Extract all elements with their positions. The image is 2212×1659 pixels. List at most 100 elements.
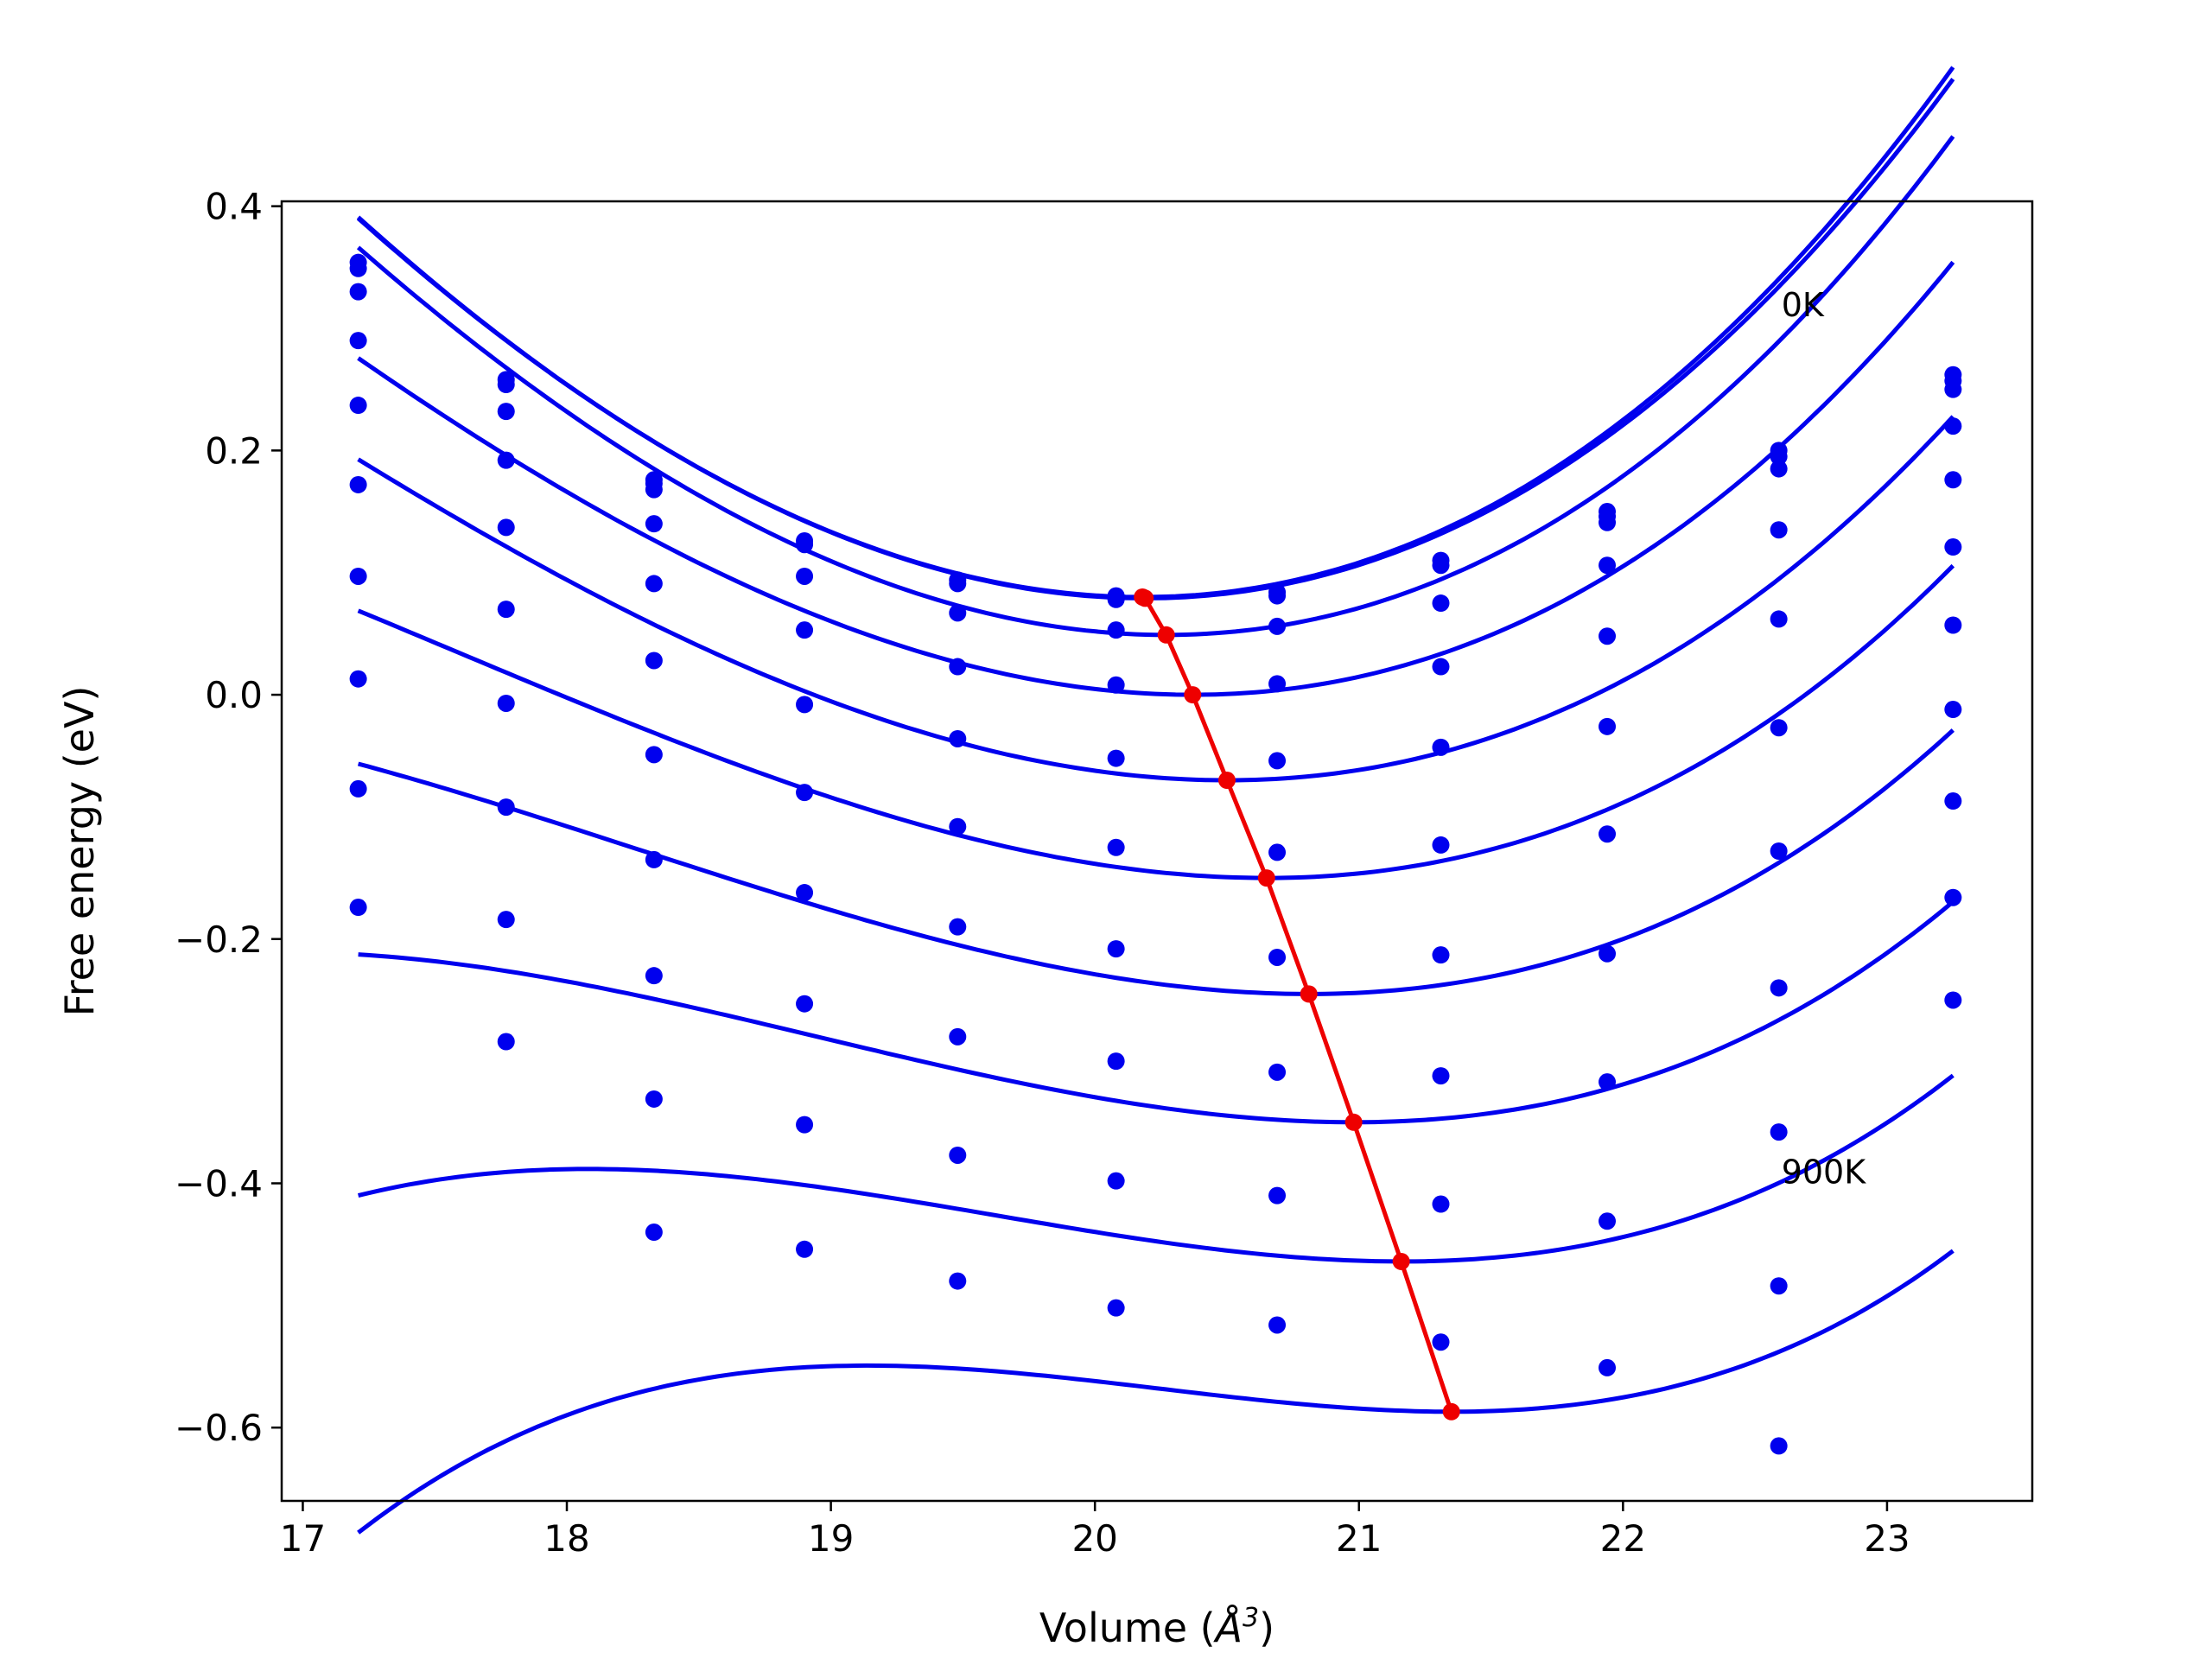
data-point — [1599, 513, 1617, 531]
data-point — [1268, 752, 1287, 770]
temperature-annotation: 0K — [1782, 286, 1825, 324]
data-point — [796, 536, 814, 554]
minimum-point — [1344, 1113, 1363, 1131]
x-tick-label: 17 — [280, 1517, 326, 1560]
fit-curve — [358, 899, 1955, 1125]
data-point — [1268, 675, 1287, 693]
minimum-point — [1136, 589, 1154, 607]
data-point — [1268, 1316, 1287, 1334]
data-point — [645, 480, 663, 499]
data-point — [1599, 556, 1617, 575]
data-point — [1770, 719, 1788, 737]
data-point — [1944, 991, 1962, 1009]
fit-curve — [358, 1073, 1955, 1264]
data-point — [1770, 521, 1788, 539]
minimum-point — [1257, 869, 1275, 887]
data-point — [949, 575, 967, 593]
x-tick-label: 18 — [543, 1517, 589, 1560]
data-point — [1944, 701, 1962, 719]
data-point — [497, 601, 515, 619]
x-axis-label-exponent: 3 — [1243, 1603, 1259, 1633]
y-axis-ticks: 0.4 0.2 0.0 −0.2 −0.4 −0.6 — [175, 186, 282, 1449]
data-point — [1599, 1358, 1617, 1376]
data-point — [1268, 948, 1287, 966]
data-point — [796, 1116, 814, 1134]
data-point — [796, 884, 814, 902]
data-point — [949, 604, 967, 622]
temperature-annotation: 900K — [1782, 1153, 1867, 1191]
x-tick-label: 20 — [1071, 1517, 1117, 1560]
data-point — [1432, 946, 1450, 964]
data-point — [1107, 838, 1125, 856]
data-point — [1107, 749, 1125, 767]
x-axis-ticks: 17 18 19 20 21 22 23 — [280, 1501, 1910, 1560]
data-point — [1432, 836, 1450, 854]
data-point — [645, 652, 663, 670]
data-point — [1599, 627, 1617, 645]
data-point — [796, 621, 814, 639]
data-point — [1432, 738, 1450, 756]
data-point — [349, 332, 367, 350]
data-point — [949, 817, 967, 836]
data-point — [1268, 1063, 1287, 1081]
x-tick-label: 21 — [1336, 1517, 1382, 1560]
data-point — [497, 451, 515, 469]
data-point — [1770, 448, 1788, 466]
data-point — [497, 376, 515, 394]
data-point — [349, 397, 367, 415]
data-point — [1770, 842, 1788, 860]
data-point — [1107, 1172, 1125, 1190]
data-point — [1770, 1123, 1788, 1141]
data-point — [1107, 621, 1125, 639]
data-point — [349, 779, 367, 798]
data-point — [1770, 1277, 1788, 1295]
minimum-point — [1217, 772, 1236, 790]
y-axis-label: Free energy (eV) — [56, 686, 103, 1017]
data-point — [1599, 1073, 1617, 1091]
minimum-point — [1300, 985, 1318, 1003]
data-point — [1944, 417, 1962, 435]
data-point — [949, 729, 967, 747]
data-point — [949, 658, 967, 676]
data-point — [796, 784, 814, 802]
data-point — [645, 575, 663, 593]
data-point — [497, 911, 515, 929]
data-point — [1944, 616, 1962, 634]
data-point — [645, 967, 663, 985]
data-point — [349, 567, 367, 585]
x-axis-label: Volume (Å3) — [1039, 1603, 1274, 1651]
minimum-point — [1392, 1252, 1410, 1270]
data-point — [1599, 717, 1617, 735]
data-point — [645, 850, 663, 868]
data-point — [349, 475, 367, 493]
data-point — [1432, 658, 1450, 676]
data-point — [349, 670, 367, 688]
data-point — [1268, 587, 1287, 605]
y-tick-label: −0.4 — [175, 1162, 263, 1205]
data-point — [1107, 1299, 1125, 1317]
data-point — [349, 899, 367, 917]
data-point — [1944, 538, 1962, 556]
data-point — [645, 1090, 663, 1108]
data-point — [1268, 1186, 1287, 1205]
data-point — [497, 1033, 515, 1051]
data-point — [1599, 825, 1617, 843]
data-point — [1770, 979, 1788, 997]
x-tick-label: 22 — [1600, 1517, 1646, 1560]
plot-area — [349, 66, 1962, 1535]
x-axis-label-close: ) — [1259, 1605, 1274, 1651]
data-point — [497, 403, 515, 421]
data-point — [349, 283, 367, 301]
data-point — [1107, 1052, 1125, 1071]
minimum-point — [1184, 686, 1202, 704]
fit-curve — [356, 78, 1955, 601]
data-point — [1432, 1067, 1450, 1085]
data-point — [949, 1027, 967, 1046]
data-point — [949, 1146, 967, 1164]
data-point — [497, 518, 515, 537]
x-axis-label-unit: Å — [1213, 1605, 1243, 1651]
fit-curve — [356, 135, 1955, 638]
fit-curve — [357, 415, 1955, 783]
